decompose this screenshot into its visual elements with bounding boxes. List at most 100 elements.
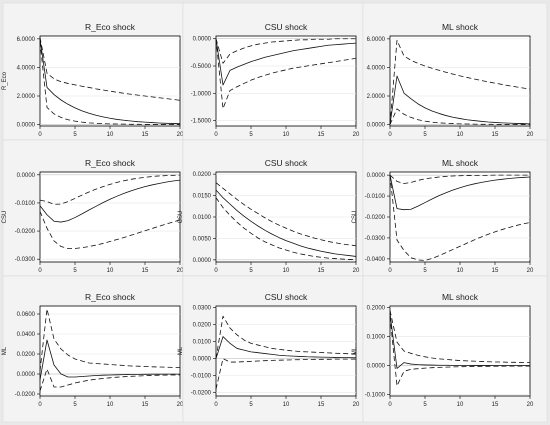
y-tick-label: -0.0100 [191,374,212,380]
y-axis-label: ML [2,346,8,355]
x-tick-label: 5 [249,132,253,138]
x-tick-label: 20 [177,268,184,274]
irf-panel: CSU shock -1.5000 -1.0000 -0.5000 0.0000 0 5 10… [182,2,364,141]
x-tick-label: 20 [353,132,360,138]
irf-panel: ML shock -0.1000 0.0000 0.1000 0.2000 0 5 10 15 2… [352,275,548,423]
panel-title: R_Eco shock [85,158,136,168]
x-tick-label: 5 [249,268,253,274]
x-tick-label: 10 [457,268,464,274]
x-tick-label: 15 [318,402,325,408]
x-tick-label: 0 [38,132,42,138]
y-tick-label: 0.0050 [193,236,212,242]
y-tick-label: 0.1000 [367,334,386,340]
y-tick-label: -0.0100 [15,201,36,207]
x-tick-label: 10 [107,402,114,408]
x-tick-label: 5 [423,132,427,138]
y-tick-label: -0.0200 [365,215,386,221]
confidence-bound-line [215,38,357,109]
panel-title: CSU shock [265,158,308,168]
y-tick-label: -0.0300 [15,257,36,263]
irf-line [389,313,530,369]
y-axis-label: ML [352,346,358,355]
x-tick-label: 0 [38,268,42,274]
y-tick-label: 6.0000 [367,37,386,43]
irf-line [389,75,531,125]
irf-line [389,175,531,211]
panel-title: ML shock [442,22,479,32]
confidence-bound-line [215,197,356,260]
y-tick-label: 4.0000 [17,65,36,71]
y-tick-label: 6.0000 [17,37,36,43]
y-tick-label: -1.0000 [191,91,212,97]
x-tick-label: 10 [107,268,114,274]
x-tick-label: 0 [38,402,42,408]
y-tick-label: 2.0000 [17,94,36,100]
x-tick-label: 0 [214,268,218,274]
confidence-bound-line [39,174,181,205]
x-tick-label: 20 [527,402,534,408]
y-tick-label: 0.0000 [367,173,386,179]
confidence-bound-line [389,174,530,184]
x-tick-label: 15 [492,268,499,274]
panel-title: R_Eco shock [85,22,136,32]
y-tick-label: 0.0000 [193,37,212,43]
y-tick-label: 0.0000 [367,364,386,370]
irf-line [215,189,357,257]
y-axis-label: CSU [352,211,358,224]
y-tick-label: 0.0100 [193,340,212,346]
y-tick-label: 2.0000 [367,94,386,100]
y-tick-label: -0.0100 [365,194,386,200]
x-tick-label: 10 [283,132,290,138]
y-tick-label: -0.5000 [191,64,212,70]
confidence-bound-line [389,175,531,261]
y-tick-label: -0.0300 [365,236,386,242]
panel-title: R_Eco shock [85,292,136,302]
irf-panel: R_Eco shock -0.0300 -0.0200 -0.0100 0.0000 0 5… [2,139,184,277]
irf-panel: ML shock 0.0000 2.0000 4.0000 6.0000 0 5 10 15 20 [362,2,548,141]
y-tick-label: 0.0150 [193,194,212,200]
x-tick-label: 20 [527,268,534,274]
y-tick-label: 0.0000 [367,123,386,129]
plot-area [215,35,357,127]
y-tick-label: -0.0400 [365,257,386,263]
x-tick-label: 15 [142,268,149,274]
y-tick-label: 0.0000 [17,173,36,179]
confidence-bound-line [39,368,181,392]
y-tick-label: 0.0600 [17,312,36,318]
irf-panel: R_Eco shock -0.0200 0.0000 0.0200 0.0400 0.06… [2,275,184,423]
x-tick-label: 0 [388,268,392,274]
x-tick-label: 15 [492,402,499,408]
irf-panel: CSU shock -0.0200 -0.0100 0.0000 0.0100 0.020… [178,275,364,423]
x-tick-label: 5 [73,268,77,274]
y-tick-label: -1.5000 [191,119,212,125]
y-tick-label: 0.0000 [193,357,212,363]
y-tick-label: 0.0200 [193,323,212,329]
y-tick-label: 0.0000 [17,372,36,378]
x-tick-label: 10 [457,132,464,138]
y-tick-label: 0.0300 [193,306,212,312]
confidence-bound-line [39,211,181,249]
x-tick-label: 15 [142,402,149,408]
x-tick-label: 15 [492,132,499,138]
x-tick-label: 0 [388,402,392,408]
y-tick-label: -0.0200 [15,229,36,235]
plot-area [39,171,181,263]
y-tick-label: 0.0100 [193,215,212,221]
x-tick-label: 10 [457,402,464,408]
irf-panel: R_Eco shock 0.0000 2.0000 4.0000 6.0000 0 5 10 1… [2,2,184,141]
y-tick-label: 0.0000 [17,123,36,129]
panel-title: ML shock [442,292,479,302]
x-tick-label: 20 [353,268,360,274]
x-tick-label: 15 [142,132,149,138]
x-tick-label: 5 [423,268,427,274]
y-tick-label: 0.0200 [193,172,212,178]
y-tick-label: 0.0200 [17,352,36,358]
confidence-bound-line [389,39,531,125]
x-tick-label: 5 [73,402,77,408]
x-tick-label: 10 [107,132,114,138]
x-tick-label: 5 [249,402,253,408]
irf-panel: ML shock -0.0400 -0.0300 -0.0200 -0.0100 0.00… [352,139,548,277]
y-tick-label: 0.0000 [193,258,212,264]
